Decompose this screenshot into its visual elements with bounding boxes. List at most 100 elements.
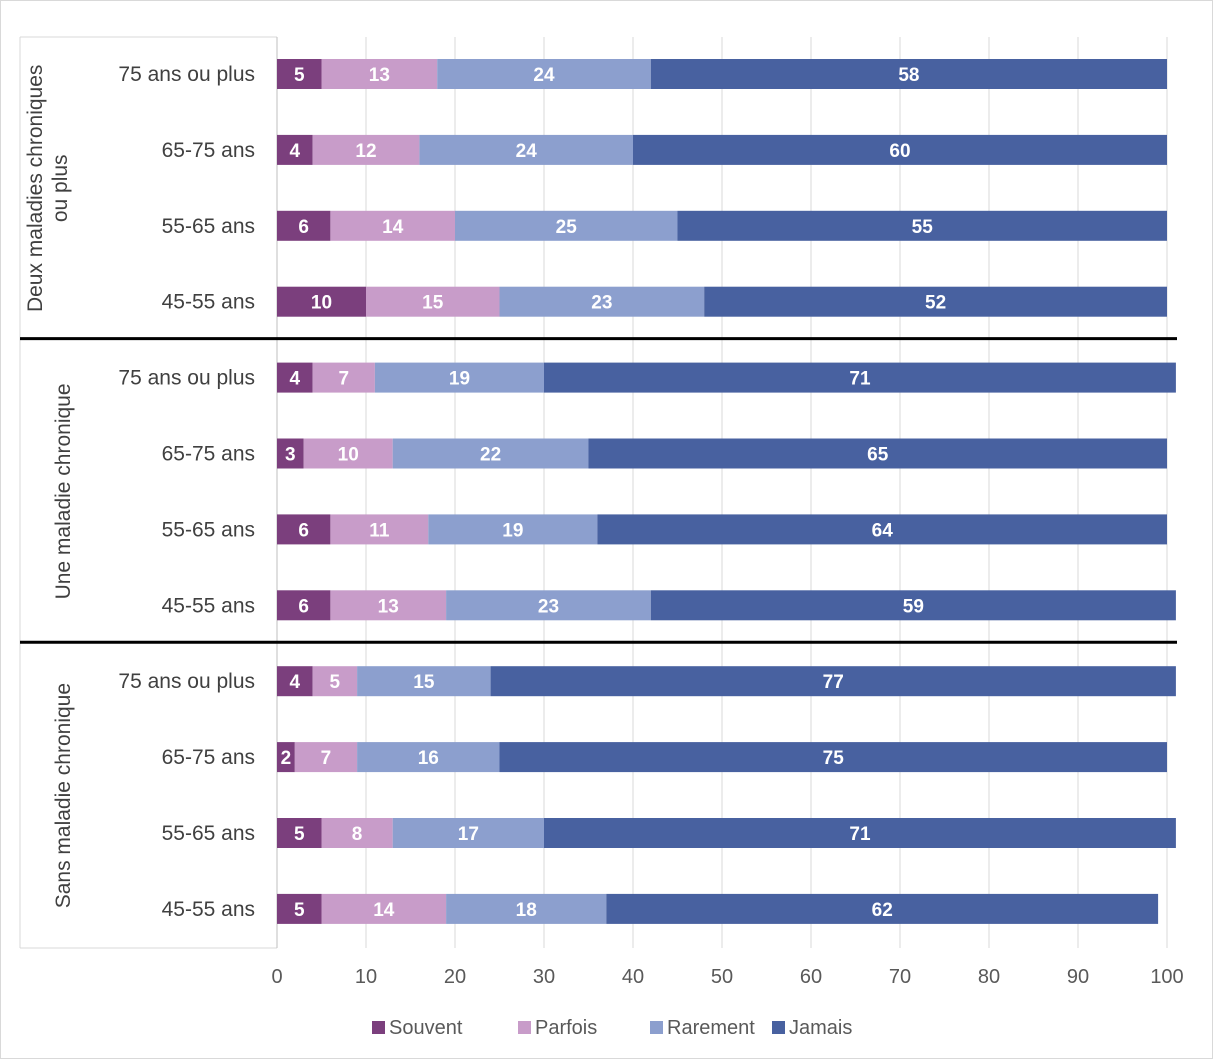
group-label: Deux maladies chroniques	[24, 65, 47, 312]
bar-segment-jamais	[606, 893, 1159, 924]
legend-swatch-souvent	[372, 1021, 385, 1034]
x-tick-label: 50	[711, 966, 733, 988]
data-label: 75	[823, 748, 845, 769]
data-label: 65	[867, 445, 889, 466]
data-label: 60	[889, 141, 910, 162]
bar-segment-jamais	[490, 666, 1176, 697]
data-label: 5	[294, 824, 305, 845]
x-tick-label: 20	[444, 966, 466, 988]
category-label: 55-65 ans	[162, 215, 255, 238]
bar-segment-rarement	[392, 818, 544, 848]
data-label: 13	[378, 596, 399, 617]
x-tick-label: 80	[978, 966, 1000, 988]
bar-segment-rarement	[357, 666, 491, 697]
data-label: 10	[338, 445, 359, 466]
data-label: 14	[373, 900, 395, 921]
data-label: 12	[355, 141, 376, 162]
data-label: 4	[290, 672, 301, 693]
bar-segment-jamais	[544, 818, 1176, 848]
group-label: Une maladie chronique	[52, 383, 75, 599]
group-label: ou plus	[49, 154, 72, 222]
data-label: 23	[538, 596, 559, 617]
bar-segment-rarement	[455, 210, 678, 241]
data-label: 19	[502, 520, 523, 541]
data-label: 13	[369, 65, 390, 86]
bar-segment-rarement	[428, 514, 598, 545]
bar-segment-rarement	[446, 590, 651, 621]
x-tick-label: 100	[1150, 966, 1183, 988]
bar-segment-parfois	[303, 438, 393, 469]
bar-segment-parfois	[330, 514, 429, 545]
data-label: 10	[311, 293, 332, 314]
data-label: 55	[912, 217, 934, 238]
bar-segment-parfois	[321, 818, 393, 848]
bar-segment-parfois	[294, 742, 358, 773]
legend-label-parfois: Parfois	[535, 1017, 597, 1039]
data-label: 23	[591, 293, 612, 314]
x-tick-label: 0	[271, 966, 282, 988]
bar-segment-souvent	[277, 134, 313, 165]
data-label: 6	[298, 596, 309, 617]
data-label: 64	[872, 520, 894, 541]
legend-swatch-rarement	[650, 1021, 663, 1034]
bar-segment-souvent	[277, 590, 331, 621]
bar-segment-jamais	[544, 362, 1176, 393]
bar-segment-souvent	[277, 514, 331, 545]
bar-segment-parfois	[312, 134, 420, 165]
bar-segment-jamais	[597, 514, 1167, 545]
x-tick-label: 60	[800, 966, 822, 988]
bar-segment-souvent	[277, 210, 331, 241]
data-label: 77	[823, 672, 844, 693]
data-label: 3	[285, 445, 296, 466]
x-tick-label: 10	[355, 966, 377, 988]
data-label: 19	[449, 369, 470, 390]
category-label: 75 ans ou plus	[118, 63, 255, 86]
bar-segment-souvent	[277, 362, 313, 393]
legend-label-rarement: Rarement	[667, 1017, 755, 1039]
bar-segment-parfois	[321, 59, 438, 89]
data-label: 7	[338, 369, 349, 390]
bar-segment-parfois	[321, 893, 447, 924]
category-label: 45-55 ans	[162, 291, 255, 314]
bar-segment-souvent	[277, 818, 322, 848]
x-tick-label: 70	[889, 966, 911, 988]
data-label: 24	[516, 141, 538, 162]
data-label: 6	[298, 520, 309, 541]
bar-segment-parfois	[330, 590, 447, 621]
data-label: 52	[925, 293, 946, 314]
data-label: 22	[480, 445, 501, 466]
data-label: 6	[298, 217, 309, 238]
data-label: 5	[294, 65, 305, 86]
bar-segment-jamais	[633, 134, 1167, 165]
x-tick-label: 40	[622, 966, 644, 988]
data-label: 18	[516, 900, 537, 921]
bar-segment-jamais	[499, 742, 1167, 773]
bar-segment-parfois	[366, 286, 500, 317]
data-label: 24	[533, 65, 555, 86]
category-label: 55-65 ans	[162, 822, 255, 845]
bar-segment-souvent	[277, 438, 304, 469]
bar-segment-rarement	[357, 742, 500, 773]
bar-segment-souvent	[277, 742, 295, 773]
data-label: 8	[352, 824, 363, 845]
bar-segment-souvent	[277, 666, 313, 697]
data-label: 17	[458, 824, 479, 845]
data-label: 5	[330, 672, 341, 693]
category-label: 45-55 ans	[162, 594, 255, 617]
category-label: 65-75 ans	[162, 139, 255, 162]
data-label: 7	[321, 748, 332, 769]
bar-segment-parfois	[312, 666, 358, 697]
bar-segment-jamais	[650, 590, 1176, 621]
category-label: 65-75 ans	[162, 746, 255, 769]
category-label: 75 ans ou plus	[118, 367, 255, 390]
bar-segment-rarement	[419, 134, 633, 165]
bar-segment-jamais	[650, 59, 1167, 89]
data-label: 11	[369, 520, 390, 541]
data-label: 15	[413, 672, 435, 693]
legend-label-souvent: Souvent	[389, 1017, 463, 1039]
legend-swatch-parfois	[518, 1021, 531, 1034]
bar-segment-rarement	[446, 893, 607, 924]
data-label: 15	[422, 293, 444, 314]
